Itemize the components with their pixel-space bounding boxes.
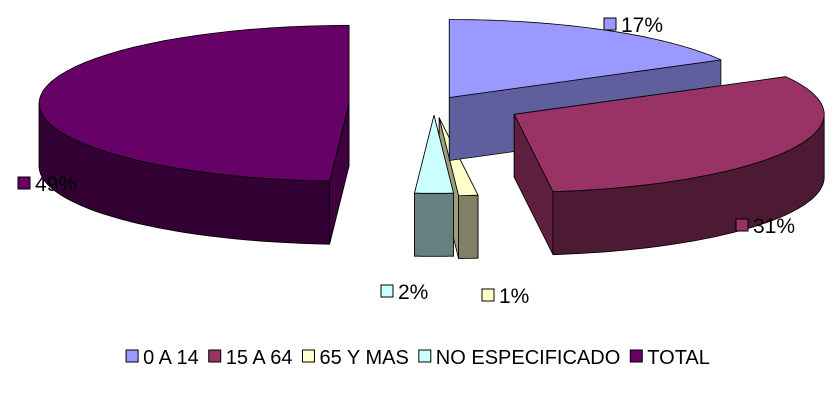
- data-label-key-no-especificado: [380, 284, 394, 298]
- data-label-15-a-64: 31%: [753, 215, 795, 238]
- data-label-total: 49%: [35, 173, 77, 196]
- data-label-no-especificado: 2%: [398, 281, 428, 304]
- legend-label-total: TOTAL: [647, 347, 710, 369]
- legend-swatch-15-a-64: [208, 349, 222, 363]
- legend-swatch-no-especificado: [418, 349, 432, 363]
- data-label-0-a-14: 17%: [621, 14, 663, 37]
- legend-swatch-0-a-14: [125, 349, 139, 363]
- legend-label-no-especificado: NO ESPECIFICADO: [436, 347, 620, 369]
- slice-wall-no-especificado: [414, 192, 454, 257]
- data-label-key-0-a-14: [603, 17, 617, 31]
- data-label-key-total: [17, 176, 31, 190]
- data-label-65-y-mas: 1%: [499, 285, 529, 308]
- pie-slices: [38, 19, 825, 259]
- legend-label-0-a-14: 0 A 14: [143, 347, 199, 369]
- data-labels: 17% 31% 1% 2% 49%: [17, 14, 795, 308]
- slice-total: [38, 24, 350, 182]
- slice-15-a-64: [513, 76, 825, 193]
- legend-swatch-total: [629, 349, 643, 363]
- slice-no-especificado: [414, 114, 454, 194]
- legend-label-65-y-mas: 65 Y MAS: [319, 347, 408, 369]
- legend-label-15-a-64: 15 A 64: [226, 347, 293, 369]
- legend-swatch-65-y-mas: [301, 349, 315, 363]
- data-label-key-15-a-64: [735, 218, 749, 232]
- slice-wall-65-y-mas: [458, 194, 479, 259]
- data-label-key-65-y-mas: [481, 288, 495, 302]
- legend: 0 A 14 15 A 64 65 Y MAS NO ESPECIFICADO TOTA…: [125, 347, 710, 369]
